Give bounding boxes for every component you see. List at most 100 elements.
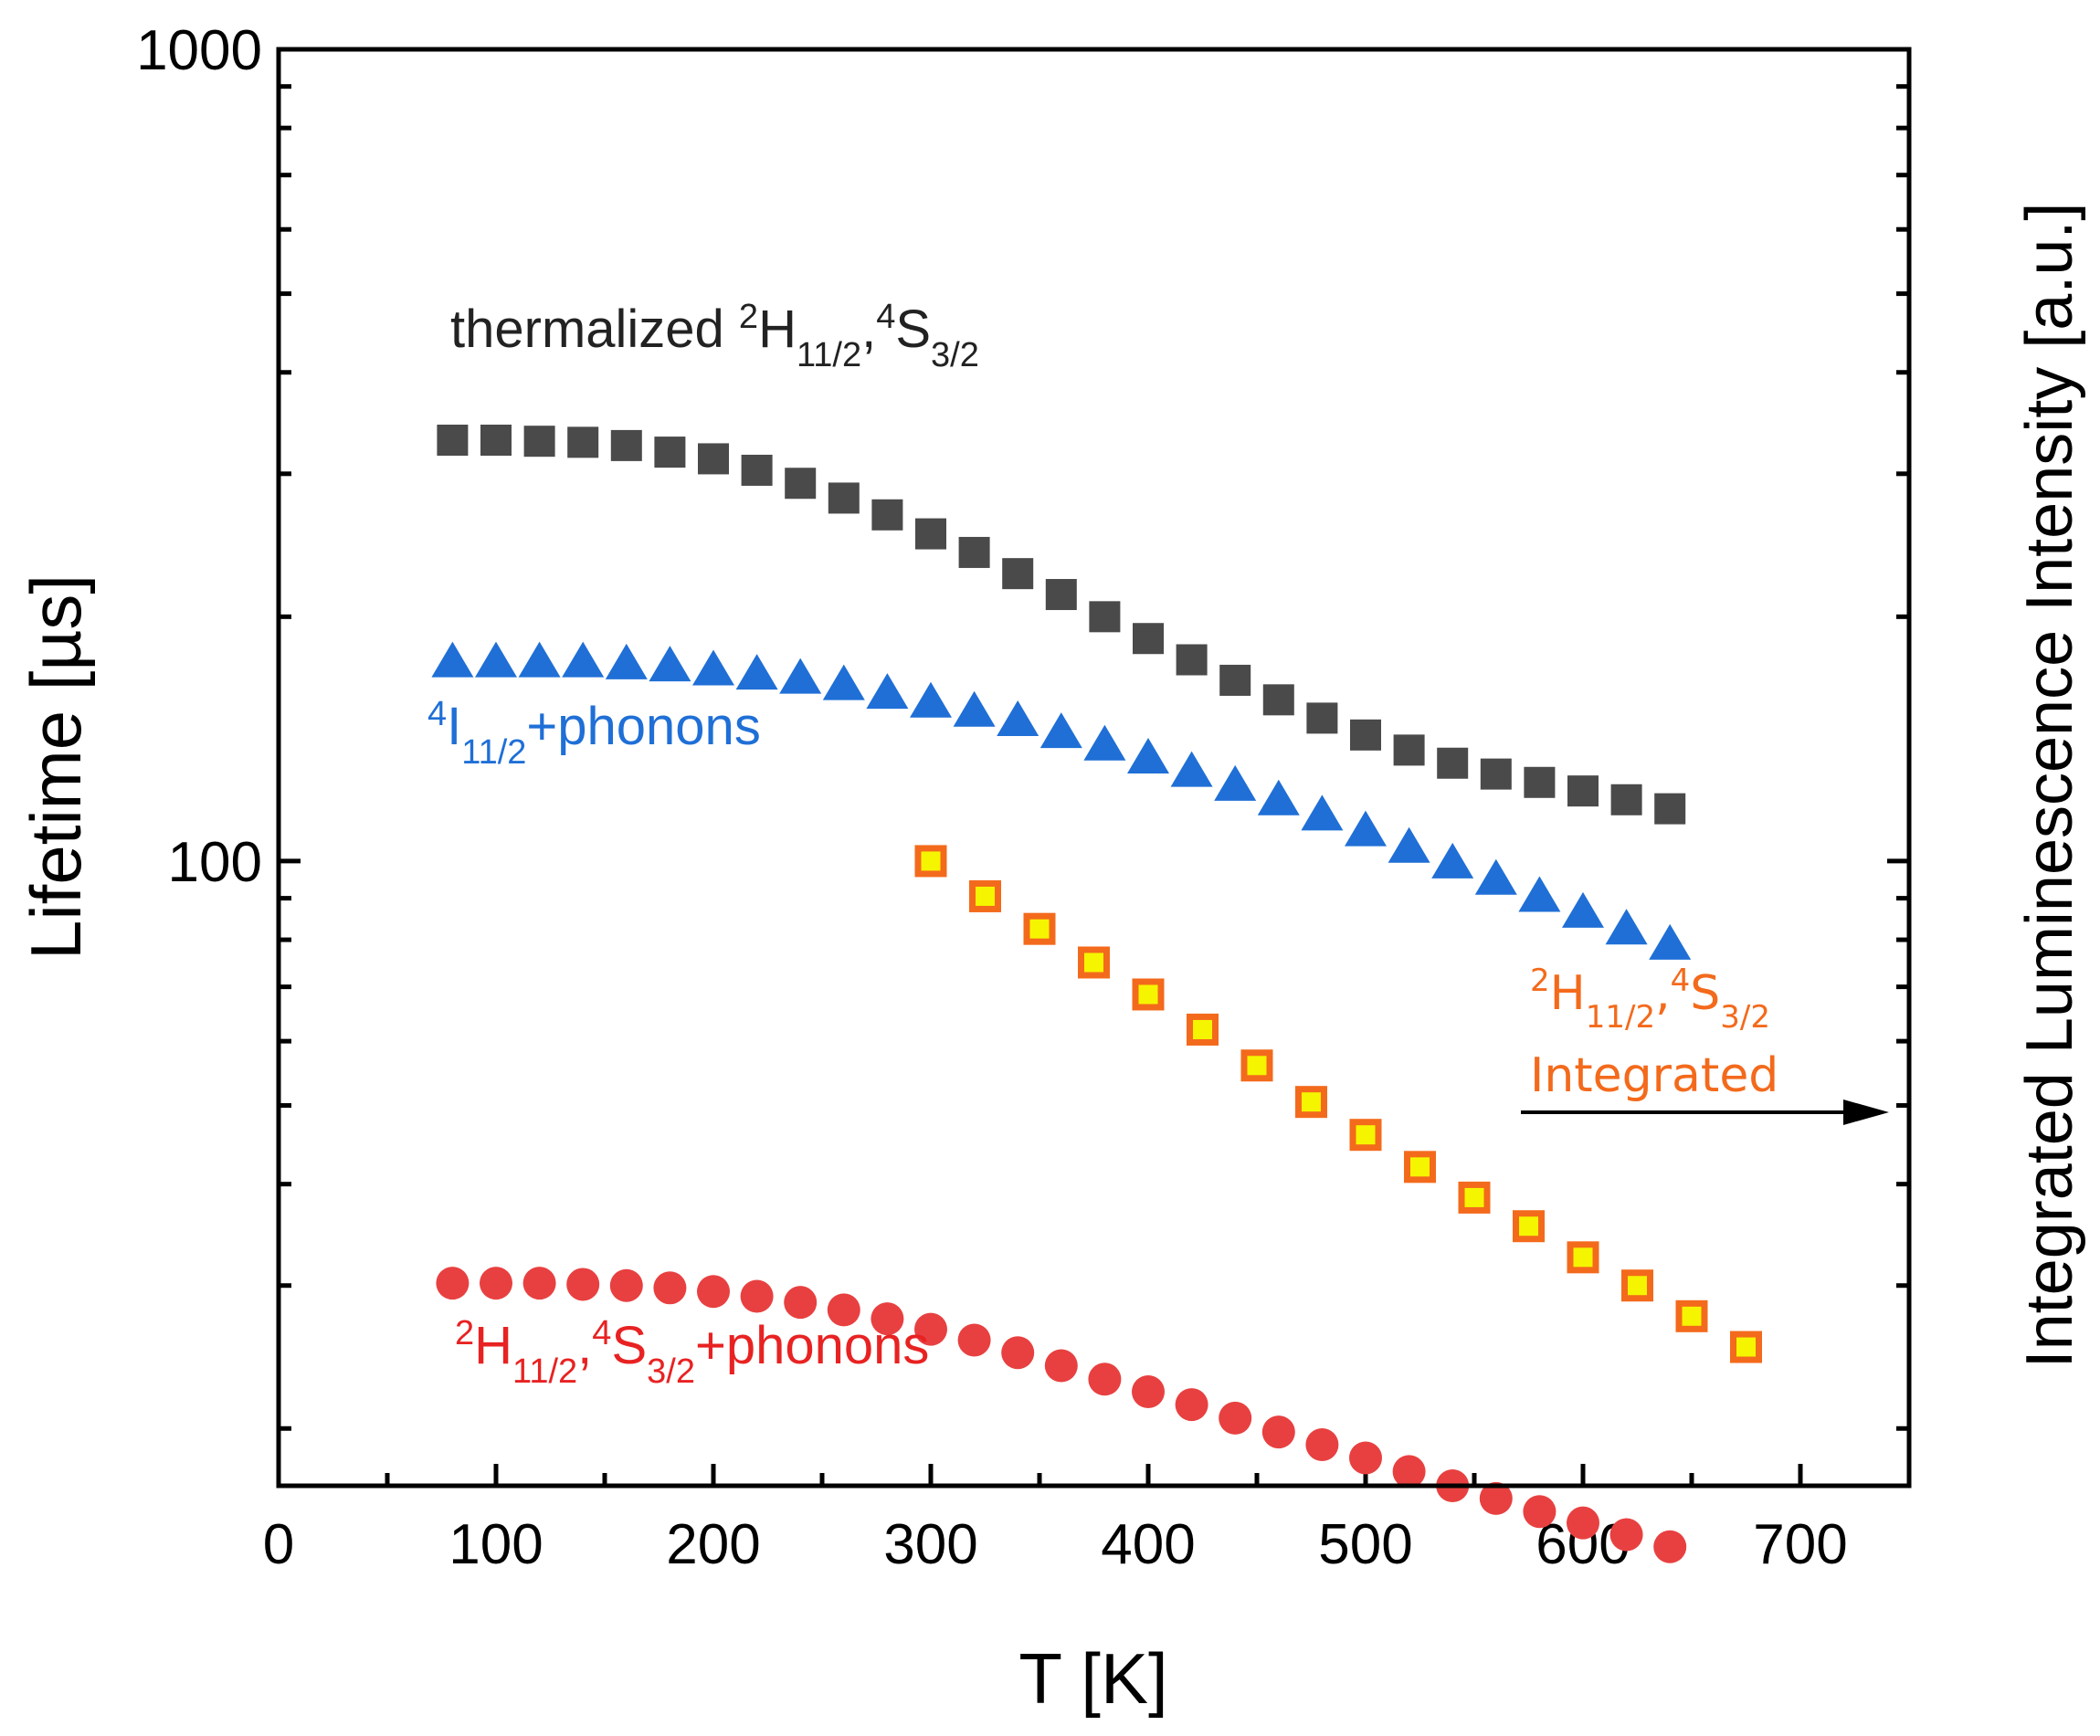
data-point xyxy=(1261,1415,1295,1449)
data-point xyxy=(1301,794,1344,831)
data-point xyxy=(1393,734,1425,766)
data-point xyxy=(871,499,903,531)
data-point xyxy=(697,1275,730,1309)
data-point xyxy=(436,1267,470,1300)
data-point xyxy=(1262,684,1294,716)
data-point xyxy=(1392,1455,1426,1489)
data-point xyxy=(610,429,642,461)
data-point xyxy=(1654,793,1686,825)
data-point xyxy=(1567,1506,1599,1540)
data-point xyxy=(1479,1481,1513,1515)
x-tick-label: 0 xyxy=(263,1513,294,1576)
data-point xyxy=(1653,1530,1687,1563)
data-point xyxy=(735,654,778,690)
data-point xyxy=(1567,1241,1599,1274)
series-circle xyxy=(436,1267,1687,1563)
x-tick-label: 300 xyxy=(883,1513,977,1576)
x-tick-label: 200 xyxy=(666,1513,760,1576)
data-point xyxy=(1437,747,1469,779)
data-point xyxy=(518,641,561,678)
data-point xyxy=(779,658,822,694)
data-point xyxy=(1240,1049,1273,1082)
label-integrated-line1: 2H11/2,4S3/2 xyxy=(1530,963,1770,1036)
data-point xyxy=(741,454,773,486)
data-point xyxy=(609,1268,643,1302)
data-point xyxy=(1089,601,1121,633)
right-axis-arrow xyxy=(1521,1099,1889,1125)
data-point xyxy=(914,1312,947,1346)
data-point xyxy=(1513,1210,1545,1243)
data-point xyxy=(1219,1401,1252,1435)
data-point xyxy=(957,1323,991,1357)
data-point xyxy=(1345,810,1387,847)
data-point xyxy=(480,1267,512,1300)
label-4i112-phonons: 4I11/2+phonons xyxy=(427,695,761,772)
data-point xyxy=(437,425,469,457)
data-point xyxy=(1187,1013,1219,1046)
data-point xyxy=(1083,724,1126,761)
data-point xyxy=(822,664,865,700)
data-point xyxy=(871,1302,904,1336)
data-point xyxy=(654,437,686,468)
data-point xyxy=(1176,644,1208,676)
data-point xyxy=(1088,1362,1122,1396)
x-tick-label: 500 xyxy=(1318,1513,1412,1576)
data-point xyxy=(1039,712,1082,749)
data-point xyxy=(1609,1518,1643,1552)
data-point xyxy=(1474,858,1517,895)
data-point xyxy=(1524,766,1556,798)
data-point xyxy=(1132,978,1165,1011)
data-point xyxy=(1730,1331,1762,1363)
data-point xyxy=(958,536,990,568)
data-point xyxy=(1305,1428,1339,1462)
data-point xyxy=(566,1268,600,1301)
series-triangle xyxy=(431,641,1692,960)
label-thermalized: thermalized 2H11/2,4S3/2 xyxy=(450,298,979,374)
data-point xyxy=(1458,1181,1491,1214)
data-point xyxy=(1257,779,1300,815)
data-point xyxy=(692,649,734,686)
y-axis-title-right: Integrated Luminescence Intensity [a.u.] xyxy=(2013,203,2086,1369)
x-tick-label: 700 xyxy=(1753,1513,1847,1576)
label-integrated-line2: Integrated xyxy=(1530,1048,1778,1103)
data-point xyxy=(997,700,1039,736)
data-point xyxy=(914,845,947,878)
data-point xyxy=(827,1293,860,1327)
plot-frame xyxy=(276,47,1912,1489)
data-point xyxy=(1170,751,1213,787)
data-point xyxy=(1132,1374,1165,1408)
data-point xyxy=(605,643,648,679)
data-point xyxy=(1044,1349,1078,1383)
data-point xyxy=(653,1271,687,1305)
data-point xyxy=(698,443,729,475)
data-point xyxy=(1133,623,1164,655)
data-point xyxy=(1045,579,1077,611)
data-point xyxy=(1023,912,1056,945)
data-point xyxy=(1350,719,1381,751)
data-marks xyxy=(431,425,1762,1563)
series-hollow-square xyxy=(914,845,1762,1363)
data-point xyxy=(1675,1299,1708,1332)
data-point xyxy=(1001,1336,1035,1370)
data-point xyxy=(1431,842,1474,879)
data-point xyxy=(1002,558,1034,590)
data-point xyxy=(1404,1151,1436,1184)
x-tick-label: 100 xyxy=(448,1513,543,1576)
data-point xyxy=(953,690,996,727)
data-point xyxy=(1295,1086,1327,1119)
data-point xyxy=(969,879,1001,912)
data-point xyxy=(1388,826,1430,863)
data-point xyxy=(1349,1119,1382,1152)
label-2h112-phonons: 2H11/2,4S3/2+phonons xyxy=(455,1314,929,1391)
data-point xyxy=(1219,664,1251,696)
data-point xyxy=(910,681,952,718)
data-point xyxy=(523,426,555,458)
data-point xyxy=(1649,923,1692,960)
data-point xyxy=(1518,876,1561,912)
data-point xyxy=(1480,758,1512,790)
data-point xyxy=(866,673,909,710)
data-point xyxy=(1349,1441,1382,1475)
data-point xyxy=(1078,946,1110,979)
series-square xyxy=(437,425,1686,825)
